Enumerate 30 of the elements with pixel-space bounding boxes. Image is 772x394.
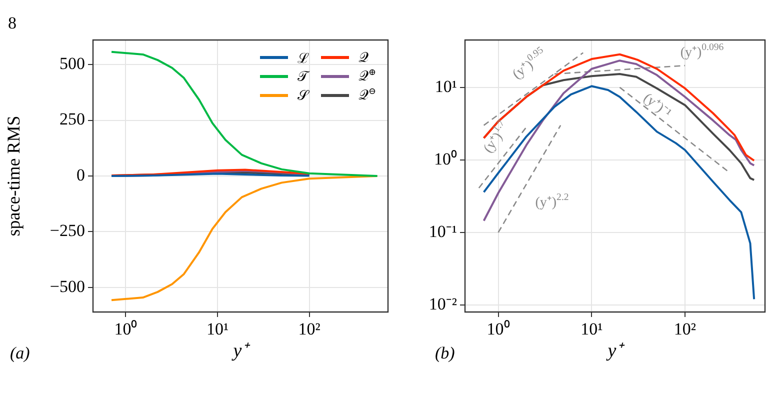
y-tick-label: 10¹: [434, 76, 457, 96]
x-tick-label: 10²: [674, 320, 696, 339]
legend-label: 𝒬$^{⊕}$: [358, 68, 376, 85]
y-tick-label: −500: [50, 276, 85, 296]
y-tick-label: 0: [76, 165, 85, 184]
legend-label: 𝒮: [297, 88, 308, 104]
x-tick-label: 10¹: [206, 320, 229, 339]
x-tick-label: 10⁰: [114, 320, 138, 339]
y-tick-label: −250: [50, 221, 85, 240]
x-tick-label: 10⁰: [486, 320, 510, 339]
y-tick-label: 250: [60, 110, 85, 129]
y-tick-label: 10⁻¹: [428, 222, 457, 241]
y-tick-label: 500: [60, 54, 85, 73]
text: 8: [8, 13, 16, 32]
annotation: (y⁺)⁻¹: [640, 90, 674, 122]
legend-label: ℒ: [297, 50, 310, 67]
annotation: (y⁺)1.7: [481, 118, 508, 156]
y-tick-label: 10⁻²: [428, 294, 457, 314]
legend-label: 𝒯: [297, 68, 308, 84]
legend-label: 𝒬: [358, 50, 368, 66]
x-axis-title: y⁺: [606, 340, 626, 362]
annotation: (y⁺)0.95: [510, 44, 546, 83]
x-tick-label: 10¹: [580, 320, 603, 339]
text: (b): [435, 343, 456, 362]
x-axis-title: y⁺: [231, 340, 251, 362]
text: (a): [10, 343, 30, 362]
x-tick-label: 10²: [298, 320, 320, 339]
legend-label: 𝒬$^{⊖}$: [358, 87, 376, 104]
y-tick-label: 10⁰: [434, 149, 457, 168]
y-axis-title: space-time RMS: [4, 116, 24, 236]
